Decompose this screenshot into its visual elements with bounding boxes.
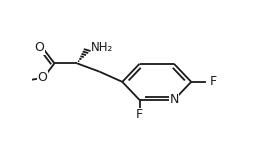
Text: F: F	[209, 75, 216, 88]
Text: N: N	[169, 93, 179, 106]
Text: O: O	[34, 41, 44, 54]
Text: NH₂: NH₂	[91, 41, 113, 54]
Text: F: F	[136, 108, 143, 121]
Text: O: O	[38, 71, 47, 84]
